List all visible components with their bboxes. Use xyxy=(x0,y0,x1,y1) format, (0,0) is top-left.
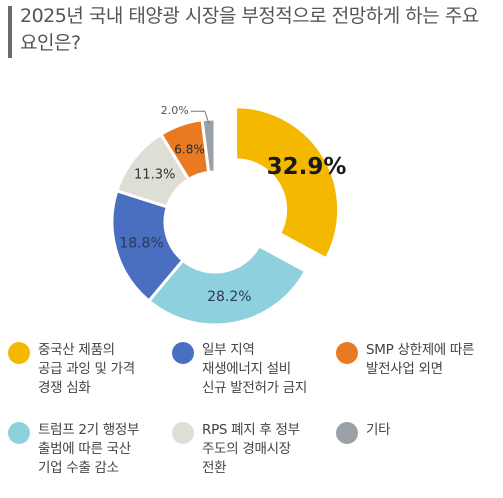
data-label-trump-export: 28.2% xyxy=(207,289,251,305)
slice-other xyxy=(200,117,217,175)
legend-swatch-icon xyxy=(172,422,194,444)
leader-line-other xyxy=(190,110,210,124)
legend-swatch-icon xyxy=(8,422,30,444)
chart-legend: 중국산 제품의 공급 과잉 및 가격 경쟁 심화 일부 지역 재생에너지 설비 … xyxy=(0,335,503,495)
legend-label: SMP 상한제에 따른 발전사업 외면 xyxy=(366,342,475,377)
data-label-other: 2.0% xyxy=(161,104,189,117)
legend-label: 일부 지역 재생에너지 설비 신규 발전허가 금지 xyxy=(202,342,307,396)
data-label-smp-cap: 6.8% xyxy=(174,142,205,156)
chart-header: 2025년 국내 태양광 시장을 부정적으로 전망하게 하는 주요 요인은? xyxy=(0,0,503,64)
legend-item-permit-ban: 일부 지역 재생에너지 설비 신규 발전허가 금지 xyxy=(172,341,307,398)
data-label-rps-auction: 11.3% xyxy=(134,167,175,182)
chart-title: 2025년 국내 태양광 시장을 부정적으로 전망하게 하는 주요 요인은? xyxy=(20,5,479,54)
donut-chart: 32.9% 28.2% 18.8% 11.3% 6.8% 2.0% xyxy=(110,104,347,327)
legend-item-trump-export: 트럼프 2기 행정부 출범에 따른 국산 기업 수출 감소 xyxy=(8,421,139,478)
legend-item-rps-auction: RPS 폐지 후 정부 주도의 경매시장 전환 xyxy=(172,421,300,478)
legend-label: 기타 xyxy=(366,422,391,438)
legend-label: 트럼프 2기 행정부 출범에 따른 국산 기업 수출 감소 xyxy=(38,422,140,476)
legend-label: 중국산 제품의 공급 과잉 및 가격 경쟁 심화 xyxy=(38,342,135,396)
data-label-oversupply: 32.9% xyxy=(267,154,347,180)
slice-trump-export xyxy=(146,243,308,327)
data-label-permit-ban: 18.8% xyxy=(119,235,163,251)
legend-item-other: 기타 xyxy=(336,421,391,444)
slice-oversupply xyxy=(234,105,341,261)
legend-item-oversupply: 중국산 제품의 공급 과잉 및 가격 경쟁 심화 xyxy=(8,341,135,398)
header-accent-bar xyxy=(8,6,12,58)
legend-swatch-icon xyxy=(8,342,30,364)
legend-swatch-icon xyxy=(336,342,358,364)
legend-item-smp-cap: SMP 상한제에 따른 발전사업 외면 xyxy=(336,341,474,379)
legend-swatch-icon xyxy=(336,422,358,444)
legend-label: RPS 폐지 후 정부 주도의 경매시장 전환 xyxy=(202,422,300,476)
legend-swatch-icon xyxy=(172,342,194,364)
